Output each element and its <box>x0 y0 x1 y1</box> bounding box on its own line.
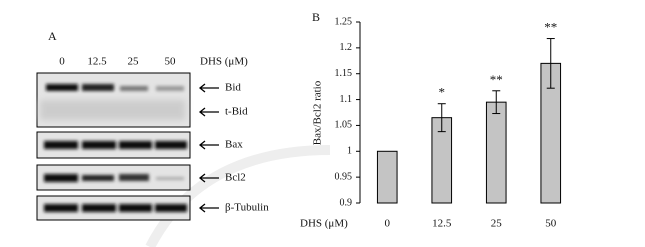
y-tick-label: 1.1 <box>340 94 353 105</box>
x-tick-label: 25 <box>491 218 503 230</box>
bands <box>40 84 185 120</box>
x-tick-label: 0 <box>385 218 391 230</box>
watermark <box>145 145 331 247</box>
bar <box>485 101 507 204</box>
band-label: Bcl2 <box>225 172 246 184</box>
lane-label: 0 <box>59 56 65 68</box>
panel-label: A <box>48 29 57 43</box>
significance: * <box>439 85 446 100</box>
band-label: Bax <box>225 139 243 151</box>
lane-label: 12.5 <box>87 56 107 68</box>
error-bar <box>437 103 446 133</box>
x-tick-label: 12.5 <box>432 218 452 230</box>
error-bar <box>492 90 501 115</box>
bands <box>44 174 184 182</box>
x-tick-label: 50 <box>545 218 557 230</box>
error-bar <box>546 38 555 89</box>
x-axis-title: DHS (μM) <box>300 218 348 230</box>
bar <box>376 150 398 204</box>
dose-label: DHS (μM) <box>200 56 248 68</box>
bands <box>44 141 187 149</box>
lane-label: 25 <box>128 56 140 68</box>
blot <box>36 72 191 221</box>
y-tick-label: 1.25 <box>335 16 353 27</box>
panel-label: B <box>312 10 320 24</box>
y-tick-label: 0.95 <box>335 171 353 182</box>
lane-label: 50 <box>165 56 177 68</box>
arrows <box>198 83 219 213</box>
y-axis-title: Bax/Bcl2 ratio <box>312 80 324 145</box>
band-label: Bid <box>225 82 241 94</box>
y-tick-label: 1 <box>347 146 352 157</box>
y-tick-label: 1.15 <box>335 68 353 79</box>
significance: ** <box>544 20 557 35</box>
y-tick-label: 1.05 <box>335 120 353 131</box>
significance: ** <box>490 72 503 87</box>
y-tick-label: 0.9 <box>340 197 353 208</box>
band-label: t-Bid <box>225 106 248 118</box>
band-label: β-Tubulin <box>225 202 269 214</box>
bands <box>44 204 187 212</box>
y-tick-label: 1.2 <box>340 42 353 53</box>
